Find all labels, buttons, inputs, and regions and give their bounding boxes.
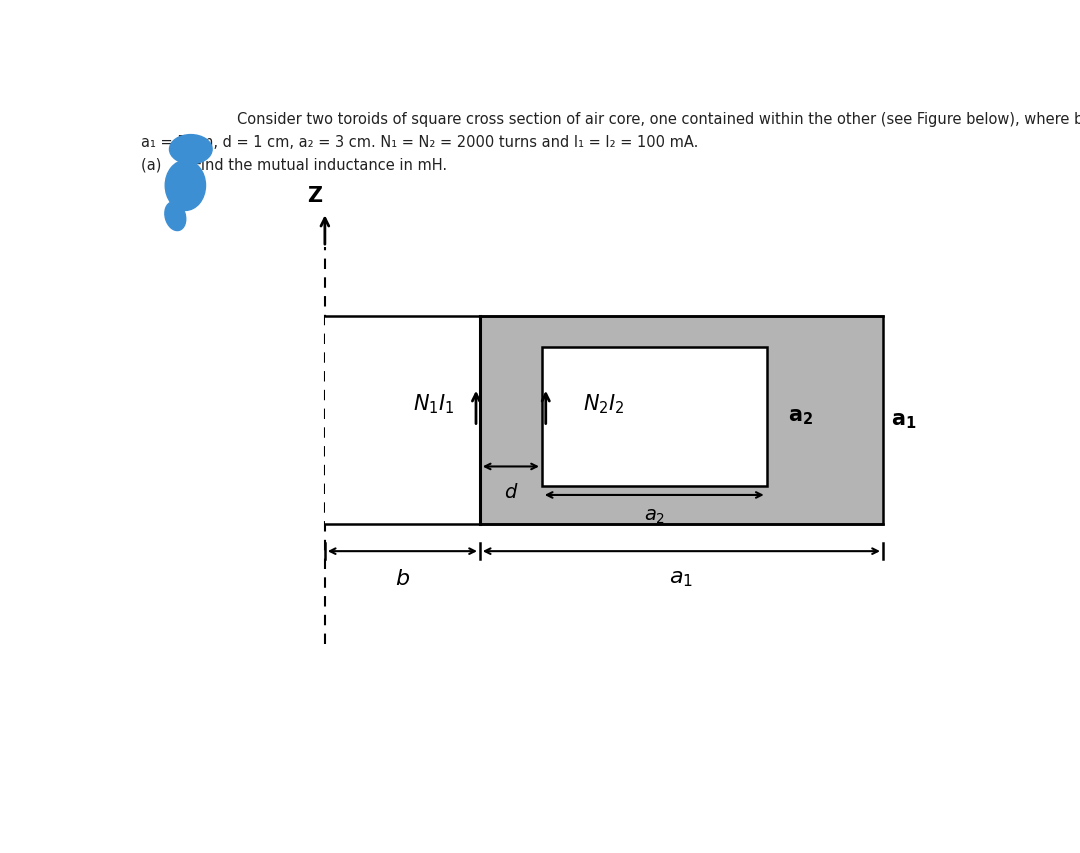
Text: $b$: $b$ [395,568,410,589]
Bar [325,317,480,525]
Text: Z: Z [307,185,322,206]
Text: (a)       Find the mutual inductance in mH.: (a) Find the mutual inductance in mH. [141,158,447,172]
Text: Consider two toroids of square cross section of air core, one contained within t: Consider two toroids of square cross sec… [238,112,1080,126]
Text: $N_2I_2$: $N_2I_2$ [583,392,624,415]
Text: a₁ = 5 cm, d = 1 cm, a₂ = 3 cm. N₁ = N₂ = 2000 turns and I₁ = I₂ = 100 mA.: a₁ = 5 cm, d = 1 cm, a₂ = 3 cm. N₁ = N₂ … [141,135,699,149]
Text: $N_1I_1$: $N_1I_1$ [413,392,455,415]
Text: $a_1$: $a_1$ [670,568,693,589]
Ellipse shape [165,161,205,212]
Text: $a_2$: $a_2$ [644,507,665,526]
Bar [480,317,882,525]
Text: $\mathbf{a_2}$: $\mathbf{a_2}$ [788,407,813,426]
Text: $d$: $d$ [503,482,518,502]
Ellipse shape [165,203,186,231]
Text: $\mathbf{a_1}$: $\mathbf{a_1}$ [891,411,916,431]
Bar [542,348,767,486]
Ellipse shape [170,136,212,165]
